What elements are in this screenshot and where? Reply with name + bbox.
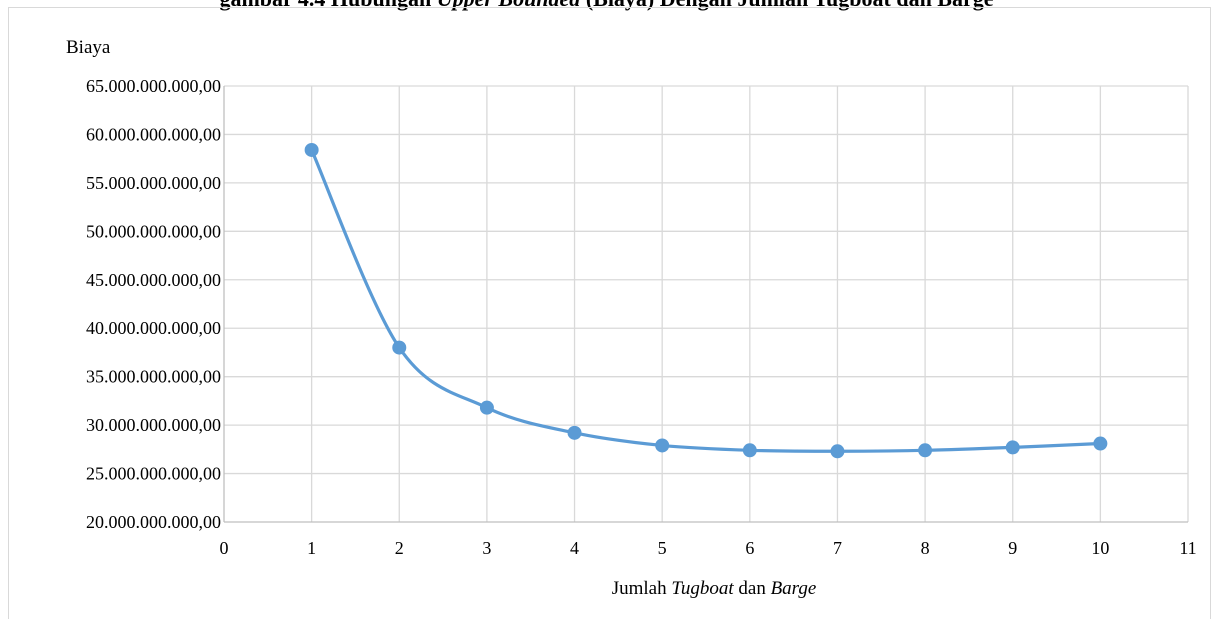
x-tick-label: 0 (220, 538, 229, 558)
y-tick-label: 55.000.000.000,00 (86, 173, 221, 193)
y-tick-label: 30.000.000.000,00 (86, 415, 221, 435)
x-axis-label-part: dan (734, 578, 771, 599)
y-tick-label: 20.000.000.000,00 (86, 512, 221, 532)
x-tick-label: 9 (1008, 538, 1017, 558)
x-axis-label: Jumlah Tugboat dan Barge (612, 578, 817, 599)
x-axis-label-part: Tugboat (671, 578, 734, 599)
chart-area (8, 7, 1211, 619)
data-point (392, 340, 407, 355)
data-point (1005, 440, 1020, 455)
chart-title-prefix: gambar 4.4 Hubungan (219, 0, 431, 11)
data-point (655, 438, 670, 453)
chart-title-suffix: (Biaya) Dengan Jumlah Tugboat dan Barge (586, 0, 994, 11)
y-tick-label: 60.000.000.000,00 (86, 124, 221, 144)
x-tick-label: 2 (395, 538, 404, 558)
x-tick-label: 8 (921, 538, 930, 558)
data-point (918, 443, 933, 458)
y-tick-label: 50.000.000.000,00 (86, 221, 221, 241)
x-tick-label: 6 (745, 538, 754, 558)
data-point (304, 142, 319, 157)
y-tick-label: 65.000.000.000,00 (86, 76, 221, 96)
y-tick-label: 45.000.000.000,00 (86, 270, 221, 290)
y-tick-label: 40.000.000.000,00 (86, 318, 221, 338)
data-point (830, 444, 845, 459)
y-tick-labels: 20.000.000.000,00 25.000.000.000,00 30.000… (86, 76, 221, 532)
axes (223, 86, 1188, 523)
x-axis-label-part: Barge (771, 578, 817, 599)
series-line (310, 149, 1101, 453)
data-point (1093, 436, 1108, 451)
x-tick-label: 3 (482, 538, 491, 558)
x-tick-label: 1 (307, 538, 316, 558)
data-point (742, 443, 757, 458)
series-layer (304, 142, 1108, 459)
x-tick-label: 10 (1091, 538, 1109, 558)
y-tick-label: 35.000.000.000,00 (86, 367, 221, 387)
y-axis-label: Biaya (66, 37, 111, 58)
chart-title: gambar 4.4 Hubungan Upper Bounded (Biaya… (0, 0, 1213, 12)
x-tick-labels: 0 1 2 3 4 5 6 7 8 9 10 11 (220, 538, 1197, 558)
data-point (479, 400, 494, 415)
x-tick-label: 11 (1179, 538, 1196, 558)
data-point (567, 425, 582, 440)
x-axis-label-part: Jumlah (612, 578, 672, 599)
chart-title-emphasis: Upper Bounded (437, 0, 581, 11)
x-tick-label: 5 (658, 538, 667, 558)
horizontal-gridlines (224, 85, 1188, 475)
y-tick-label: 25.000.000.000,00 (86, 464, 221, 484)
x-tick-label: 7 (833, 538, 842, 558)
line-chart: 20.000.000.000,00 25.000.000.000,00 30.000… (66, 37, 1197, 599)
x-tick-label: 4 (570, 538, 579, 558)
